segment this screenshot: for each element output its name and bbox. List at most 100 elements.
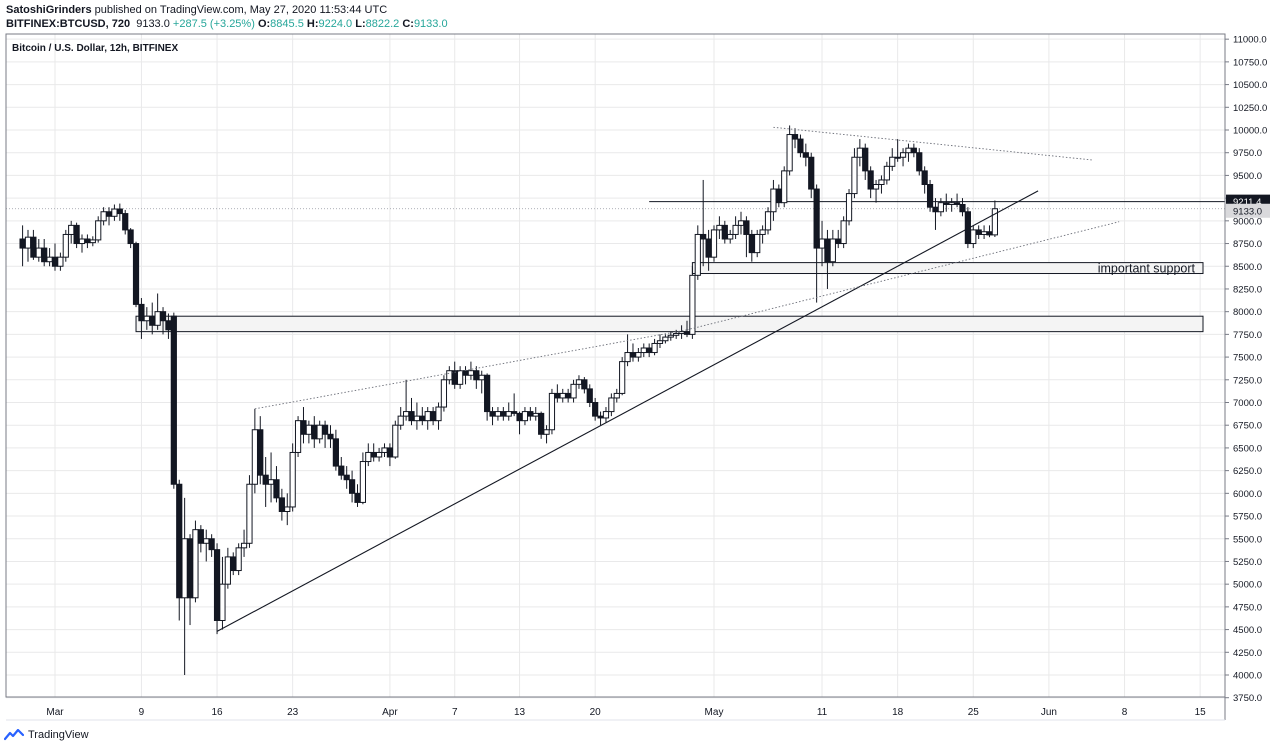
candle-body [192,529,199,599]
candle-bear [127,228,134,249]
candle-body [802,152,809,158]
candle-bull [46,248,53,267]
candle-bear [921,166,928,194]
y-tick-label: 10500.0 [1233,80,1267,91]
candle-body [267,479,275,485]
x-tick-label: 25 [968,707,980,718]
candle-body [57,256,64,267]
candle-body [899,152,907,158]
candle-bull [181,497,188,675]
candle-body [430,411,437,422]
candle-bull [532,407,539,421]
candle-body [257,429,264,476]
candle-body [662,336,669,342]
candle-body [646,347,653,354]
candle-bear [926,179,934,212]
candle-bear [975,225,982,239]
candle-bull [716,216,723,239]
candle-body [694,233,701,276]
candle-body [132,243,140,305]
candle-bull [494,407,502,421]
candle-body [813,188,820,249]
candle-body [219,583,226,622]
candle-body [511,411,518,414]
y-tick-label: 6000.0 [1233,489,1262,500]
candle-bull [662,334,669,344]
candle-body [170,315,177,485]
candle-bull [980,225,988,239]
candle-body [424,411,431,422]
candle-bull [570,379,577,403]
y-tick-label: 7000.0 [1233,398,1262,409]
candle-bull [246,475,253,548]
candle-bear [278,488,285,521]
price-levels [6,201,1225,210]
author-name[interactable]: SatoshiGrinders [6,4,92,16]
candle-bull [111,204,118,221]
ticker: BITFINEX:BTCUSD, 720 [6,18,131,30]
candle-bull [640,343,647,358]
candle-body [759,229,766,235]
candle-body [975,229,982,235]
candle-body [910,147,917,154]
candle-body [338,465,345,476]
candle-bear [354,484,361,507]
candle-body [980,231,988,235]
candle-bull [294,416,302,457]
candle-body [732,224,739,235]
candle-bear [959,198,966,217]
grid [6,34,1225,699]
candle-body [122,213,129,231]
candle-bull [35,239,42,262]
candle-body [926,184,934,208]
candle-body [716,224,723,231]
y-tick-label: 10750.0 [1233,57,1267,68]
candle-bear [511,393,518,417]
candle-body [651,342,658,354]
candle-bull [970,225,977,249]
candle-bull [403,379,410,421]
candle-bull [845,189,853,226]
candle-body [683,331,691,335]
candle-body [494,411,502,417]
candle-body [24,236,32,249]
candle-body [246,483,253,544]
candle-body [937,202,944,213]
candle-body [413,415,421,422]
candle-body [300,420,307,435]
candle-bull [548,388,556,435]
candle-body [970,229,977,245]
candle-bear [257,416,264,485]
candle-body [786,134,793,172]
candle-bull [829,229,836,267]
candle-bull [840,216,847,249]
candle-body [159,311,167,322]
candle-body [608,397,615,413]
candle-bull [381,443,388,457]
candle-bear [462,366,469,385]
candle-bull [375,447,383,462]
candle-bull [602,407,610,423]
candle-bull [521,407,529,426]
candle-body [916,152,923,172]
candle-body [565,392,572,399]
candle-body [446,370,453,381]
candle-body [764,211,772,231]
candle-body [613,392,620,399]
candle-body [73,224,80,245]
candle-body [829,238,836,263]
candle-bull [575,375,583,389]
candle-bear [484,373,491,421]
candle-bear [176,479,183,621]
candle-body [100,211,107,222]
candle-body [365,451,372,463]
candle-body [619,361,626,394]
resistance-price-tag-text: 9211.4 [1233,197,1261,208]
candle-bear [797,134,804,158]
footer[interactable]: TradingView [4,729,89,741]
candle-bull [737,211,745,235]
candle-bull [689,266,696,339]
candle-body [581,379,588,390]
